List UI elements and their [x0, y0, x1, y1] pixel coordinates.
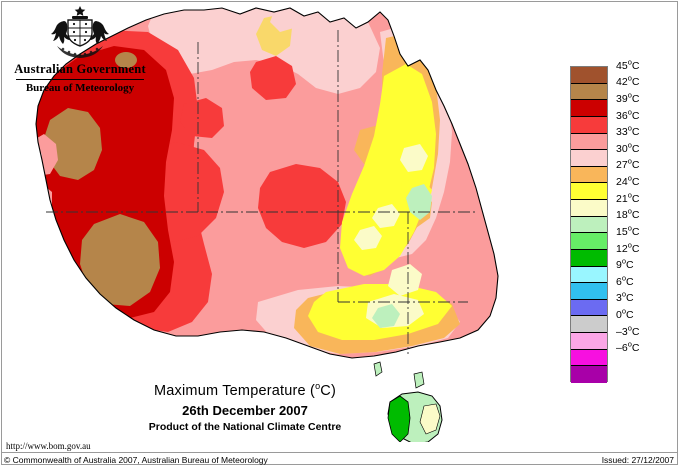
legend-label: 33oC — [616, 123, 640, 139]
legend-swatch — [571, 166, 607, 184]
legend-swatch — [571, 316, 607, 333]
issued-date: Issued: 27/12/2007 — [601, 455, 674, 465]
legend-swatch — [571, 233, 607, 250]
legend-labels: 45oC 42oC 39oC 36oC 33oC 30oC 27oC 24oC 21oC 18oC… — [614, 58, 670, 374]
government-label: Australian Government — [14, 62, 146, 76]
map-title-block: Maximum Temperature (oC) 26th December 2… — [60, 381, 430, 433]
mainland-temperature-bands — [35, 7, 499, 359]
legend-label: 18oC — [616, 206, 640, 222]
legend-swatch — [571, 266, 607, 284]
branding-divider — [16, 79, 144, 80]
copyright-notice: © Commonwealth of Australia 2007, Austra… — [4, 455, 268, 465]
legend-label: 6oC — [616, 273, 634, 288]
australian-coat-of-arms-icon — [51, 6, 109, 58]
state-boundary-lines — [46, 30, 478, 354]
legend-swatch — [571, 83, 607, 101]
legend-swatch — [571, 133, 607, 151]
legend-swatch — [571, 249, 607, 267]
legend-swatch — [571, 150, 607, 167]
legend-swatch — [571, 100, 607, 117]
legend-label: –3oC — [616, 323, 640, 338]
legend-label — [614, 357, 670, 374]
legend-label: –6oC — [616, 339, 640, 355]
temperature-legend: 45oC 42oC 39oC 36oC 33oC 30oC 27oC 24oC 21oC 18oC… — [570, 58, 670, 386]
legend-label: 42oC — [616, 73, 640, 89]
legend-swatch — [571, 366, 607, 383]
tasmania — [387, 391, 443, 442]
legend-swatch — [571, 216, 607, 234]
legend-label: 0oC — [616, 306, 634, 322]
legend-label: 9oC — [616, 256, 634, 272]
legend-label: 30oC — [616, 140, 640, 155]
legend-label: 12oC — [616, 240, 640, 255]
map-subtitle: Product of the National Climate Centre — [148, 421, 342, 433]
legend-label: 15oC — [616, 223, 640, 238]
legend-swatch — [571, 116, 607, 134]
legend-label: 3oC — [616, 289, 634, 305]
footer-divider — [1, 452, 678, 453]
map-date: 26th December 2007 — [182, 403, 308, 418]
legend-label: 21oC — [616, 190, 640, 205]
legend-swatch — [571, 283, 607, 300]
bom-url[interactable]: http://www.bom.gov.au — [6, 441, 91, 451]
legend-swatch — [571, 349, 607, 367]
legend-label: 27oC — [616, 156, 640, 172]
legend-swatch — [571, 299, 607, 317]
legend-swatch — [571, 200, 607, 217]
legend-label: 36oC — [616, 107, 640, 122]
legend-color-bar — [570, 66, 608, 383]
legend-swatch — [571, 183, 607, 200]
legend-label: 24oC — [616, 173, 640, 189]
legend-swatch — [571, 333, 607, 350]
bom-branding: Australian Government Bureau of Meteorol… — [10, 4, 150, 94]
bass-strait-islands — [373, 361, 425, 389]
legend-label: 45oC — [616, 57, 640, 72]
legend-label: 39oC — [616, 90, 640, 105]
page-title: Maximum Temperature (oC) — [154, 381, 336, 399]
legend-swatch — [571, 67, 607, 84]
australia-temperature-map — [8, 2, 558, 442]
agency-label: Bureau of Meteorology — [25, 82, 135, 94]
